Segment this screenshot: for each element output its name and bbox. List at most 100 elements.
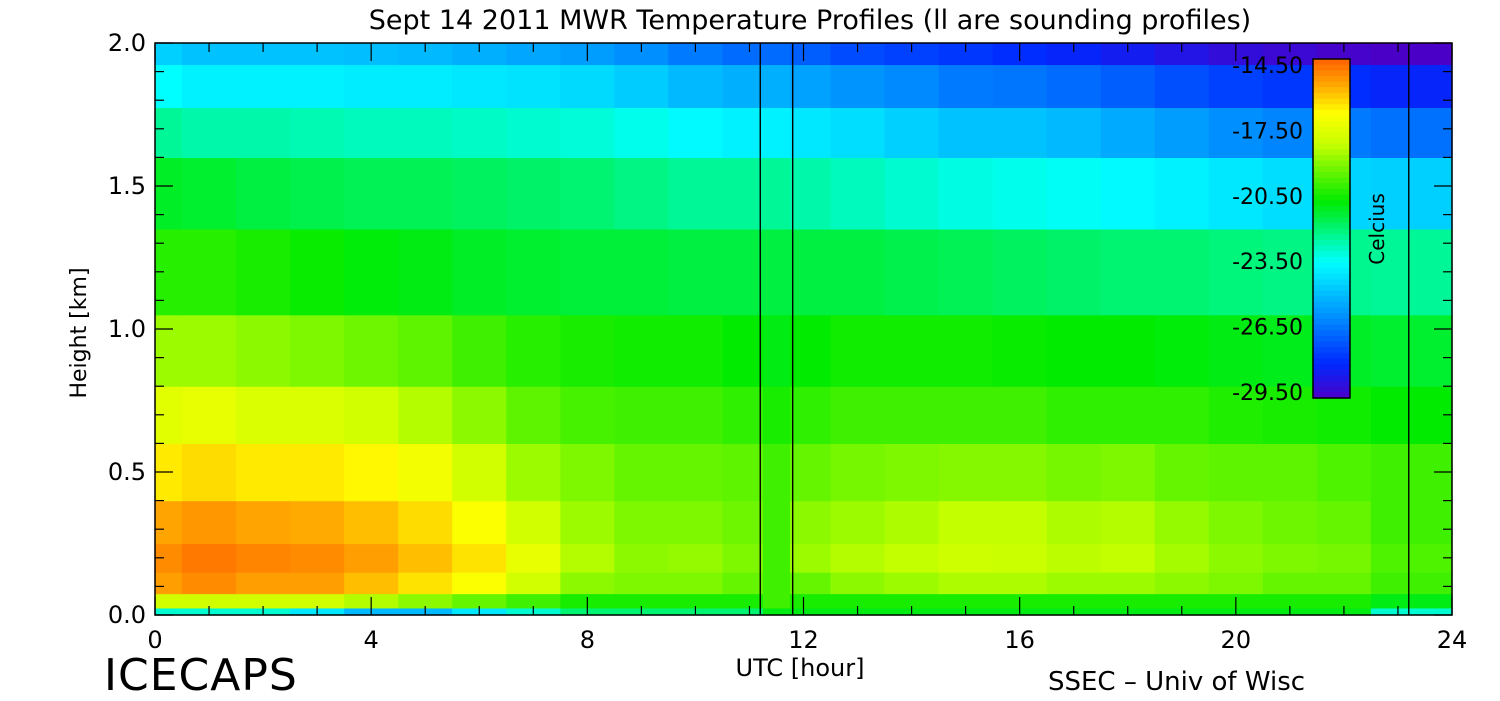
heatmap-cell — [992, 64, 1048, 108]
heatmap-cell — [1154, 228, 1210, 316]
y-tick-label: 1.0 — [108, 315, 146, 343]
colorbar-swatch — [1313, 375, 1350, 382]
heatmap-cell — [236, 157, 291, 230]
heatmap-cell — [992, 314, 1048, 387]
heatmap-cell — [236, 64, 291, 108]
heatmap-cell — [614, 593, 669, 609]
colorbar-swatch — [1313, 228, 1350, 235]
heatmap-cell — [290, 64, 345, 108]
colorbar-swatch — [1313, 369, 1350, 376]
heatmap-cell — [884, 500, 940, 545]
colorbar-swatch — [1313, 324, 1350, 331]
heatmap-cell — [614, 572, 669, 595]
heatmap-cell — [398, 157, 453, 230]
heatmap-cell — [290, 314, 345, 387]
heatmap-cell — [182, 500, 237, 545]
heatmap-cell — [1316, 443, 1372, 502]
heatmap-cell — [182, 43, 237, 66]
heatmap-cell — [830, 107, 886, 158]
heatmap-cell — [762, 443, 791, 502]
heatmap-cell — [506, 43, 561, 66]
heatmap-cell — [722, 572, 764, 595]
colorbar-swatch — [1313, 290, 1350, 297]
heatmap-cell — [1100, 543, 1156, 573]
heatmap-cell — [1370, 593, 1426, 609]
colorbar-swatch — [1313, 160, 1350, 167]
colorbar-swatch — [1313, 149, 1350, 156]
heatmap-cell — [344, 543, 399, 573]
heatmap-cell — [155, 314, 183, 387]
heatmap-cell — [1100, 43, 1156, 66]
colorbar-swatch — [1313, 352, 1350, 360]
heatmap-cell — [560, 314, 615, 387]
y-tick-label: 2.0 — [108, 29, 146, 57]
heatmap-cell — [1424, 593, 1453, 609]
heatmap-cell — [992, 572, 1048, 595]
heatmap-cell — [452, 314, 507, 387]
heatmap-cell — [1154, 107, 1210, 158]
heatmap-cell — [938, 64, 994, 108]
heatmap-cell — [560, 107, 615, 158]
heatmap-cell — [762, 314, 791, 387]
heatmap-cell — [1046, 572, 1102, 595]
heatmap-cell — [344, 386, 399, 444]
colorbar-tick-label: -29.50 — [1232, 381, 1303, 406]
x-tick-label: 0 — [147, 626, 162, 654]
heatmap-cell — [1370, 572, 1426, 595]
colorbar-swatch — [1313, 251, 1350, 258]
heatmap-cell — [668, 314, 724, 387]
heatmap-cell — [614, 157, 669, 230]
heatmap-cell — [452, 157, 507, 230]
heatmap-cell — [1154, 593, 1210, 609]
heatmap-cell — [722, 157, 764, 230]
icecaps-logo-text: ICECAPS — [104, 650, 298, 701]
heatmap-cell — [1370, 157, 1426, 230]
heatmap-cell — [884, 228, 940, 316]
x-tick-label: 12 — [788, 626, 819, 654]
heatmap-cell — [290, 500, 345, 545]
colorbar-swatch — [1313, 183, 1350, 190]
colorbar-swatch — [1313, 318, 1350, 326]
heatmap-cell — [452, 228, 507, 316]
heatmap-cell — [1046, 228, 1102, 316]
heatmap-cell — [938, 443, 994, 502]
x-tick-label: 20 — [1221, 626, 1252, 654]
heatmap-cell — [1370, 64, 1426, 108]
colorbar-swatch — [1313, 109, 1350, 117]
colorbar-swatch — [1313, 381, 1350, 388]
heatmap-cell — [1208, 543, 1264, 573]
heatmap-cell — [830, 593, 886, 609]
colorbar-swatch — [1313, 347, 1350, 354]
heatmap-cell — [290, 593, 345, 609]
heatmap-cell — [722, 500, 764, 545]
heatmap-cell — [1208, 500, 1264, 545]
heatmap-cell — [1370, 107, 1426, 158]
heatmap-cell — [668, 593, 724, 609]
colorbar-swatch — [1313, 64, 1350, 71]
heatmap-cell — [1262, 543, 1318, 573]
heatmap-cell — [1370, 314, 1426, 387]
heatmap-cell — [789, 228, 832, 316]
heatmap-cell — [830, 228, 886, 316]
heatmap-cell — [398, 386, 453, 444]
colorbar-swatch — [1313, 194, 1350, 201]
heatmap-cell — [938, 314, 994, 387]
heatmap-cell — [398, 500, 453, 545]
heatmap-cell — [1046, 593, 1102, 609]
heatmap-cell — [1208, 64, 1264, 108]
heatmap-cell — [884, 64, 940, 108]
colorbar-tick-label: -14.50 — [1232, 54, 1303, 79]
heatmap-cell — [155, 64, 183, 108]
heatmap-cell — [398, 543, 453, 573]
heatmap-cell — [830, 443, 886, 502]
heatmap-cell — [398, 64, 453, 108]
heatmap-cell — [290, 572, 345, 595]
colorbar-swatch — [1313, 392, 1350, 399]
colorbar-swatch — [1313, 341, 1350, 348]
heatmap-cell — [722, 43, 764, 66]
heatmap-cell — [1100, 64, 1156, 108]
heatmap-cell — [668, 543, 724, 573]
heatmap-cell — [938, 386, 994, 444]
heatmap-cell — [789, 157, 832, 230]
heatmap-cell — [398, 228, 453, 316]
